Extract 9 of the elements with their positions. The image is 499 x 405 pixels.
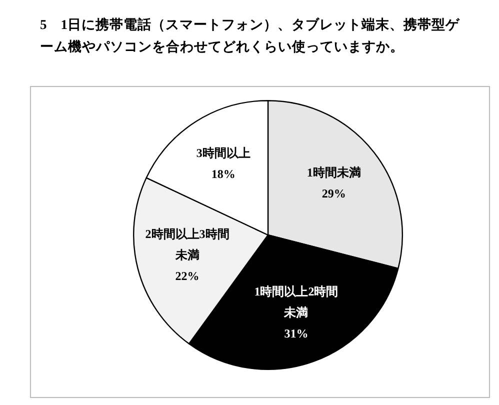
chart-title: 5 1日に携帯電話（スマートフォン）、タブレット端末、携帯型ゲーム機やパソコンを合わせてどれくらい使っていますか。 bbox=[40, 16, 460, 56]
slice-label: 3時間以上 bbox=[196, 146, 250, 160]
data-label: 31% bbox=[284, 326, 308, 340]
data-label: 18% bbox=[211, 167, 236, 182]
slice-label: 2時間以上3時間未満 bbox=[145, 226, 230, 262]
data-label: 22% bbox=[175, 268, 200, 283]
slice-label: 1時間未満 bbox=[306, 166, 361, 180]
slice-label: 1時間以上2時間未満 bbox=[254, 284, 338, 320]
data-label: 29% bbox=[322, 186, 346, 201]
